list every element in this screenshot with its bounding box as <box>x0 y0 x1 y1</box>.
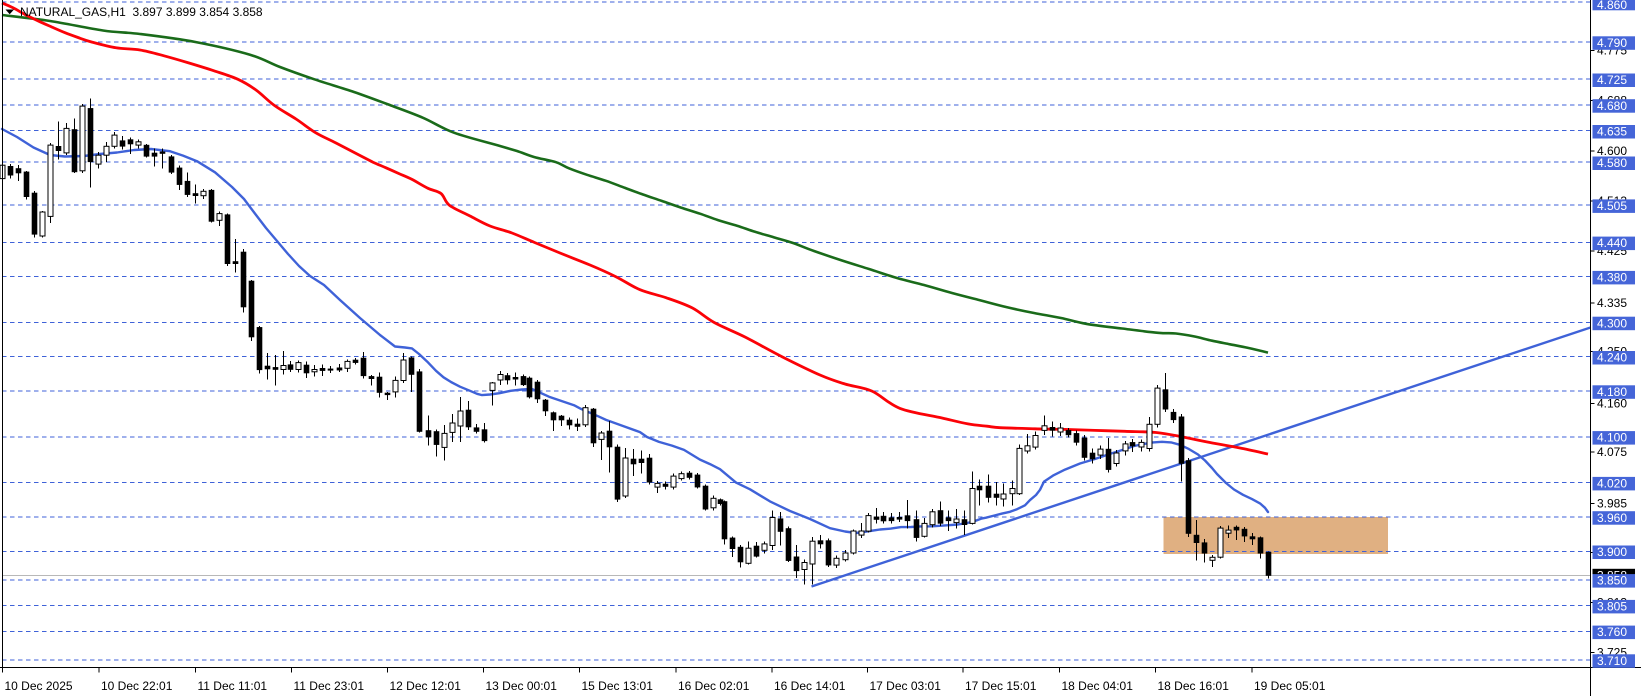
svg-text:NATURAL_GAS,H1 3.897 3.899 3.: NATURAL_GAS,H1 3.897 3.899 3.854 3.858 <box>20 5 263 19</box>
svg-text:4.725: 4.725 <box>1597 73 1627 87</box>
svg-text:15 Dec 13:01: 15 Dec 13:01 <box>582 679 654 693</box>
svg-text:3.985: 3.985 <box>1597 497 1627 511</box>
svg-text:4.635: 4.635 <box>1597 125 1627 139</box>
svg-text:4.100: 4.100 <box>1597 431 1627 445</box>
svg-text:17 Dec 15:01: 17 Dec 15:01 <box>965 679 1037 693</box>
svg-text:18 Dec 16:01: 18 Dec 16:01 <box>1158 679 1230 693</box>
svg-text:4.680: 4.680 <box>1597 99 1627 113</box>
svg-text:12 Dec 12:01: 12 Dec 12:01 <box>390 679 462 693</box>
svg-text:4.440: 4.440 <box>1597 236 1627 250</box>
svg-text:4.160: 4.160 <box>1597 397 1627 411</box>
svg-text:4.020: 4.020 <box>1597 477 1627 491</box>
svg-text:4.380: 4.380 <box>1597 271 1627 285</box>
svg-text:4.300: 4.300 <box>1597 316 1627 330</box>
svg-text:4.335: 4.335 <box>1597 296 1627 310</box>
svg-text:4.240: 4.240 <box>1597 351 1627 365</box>
svg-text:4.580: 4.580 <box>1597 156 1627 170</box>
svg-text:11 Dec 23:01: 11 Dec 23:01 <box>294 679 365 693</box>
svg-text:3.850: 3.850 <box>1597 574 1627 588</box>
svg-text:13 Dec 00:01: 13 Dec 00:01 <box>486 679 558 693</box>
svg-text:4.180: 4.180 <box>1597 385 1627 399</box>
svg-text:4.600: 4.600 <box>1597 144 1627 158</box>
svg-text:17 Dec 03:01: 17 Dec 03:01 <box>870 679 942 693</box>
svg-text:4.505: 4.505 <box>1597 199 1627 213</box>
svg-text:19 Dec 05:01: 19 Dec 05:01 <box>1254 679 1326 693</box>
svg-text:4.860: 4.860 <box>1597 0 1627 12</box>
svg-text:4.790: 4.790 <box>1597 36 1627 50</box>
svg-text:11 Dec 11:01: 11 Dec 11:01 <box>198 679 268 693</box>
svg-text:3.710: 3.710 <box>1597 654 1627 668</box>
svg-text:3.900: 3.900 <box>1597 545 1627 559</box>
svg-text:10 Dec 2025: 10 Dec 2025 <box>5 679 73 693</box>
svg-text:3.960: 3.960 <box>1597 511 1627 525</box>
svg-text:3.760: 3.760 <box>1597 625 1627 639</box>
svg-text:10 Dec 22:01: 10 Dec 22:01 <box>101 679 173 693</box>
svg-text:18 Dec 04:01: 18 Dec 04:01 <box>1062 679 1134 693</box>
svg-text:4.075: 4.075 <box>1597 445 1627 459</box>
svg-text:3.805: 3.805 <box>1597 600 1627 614</box>
svg-text:16 Dec 02:01: 16 Dec 02:01 <box>678 679 750 693</box>
svg-text:16 Dec 14:01: 16 Dec 14:01 <box>774 679 846 693</box>
